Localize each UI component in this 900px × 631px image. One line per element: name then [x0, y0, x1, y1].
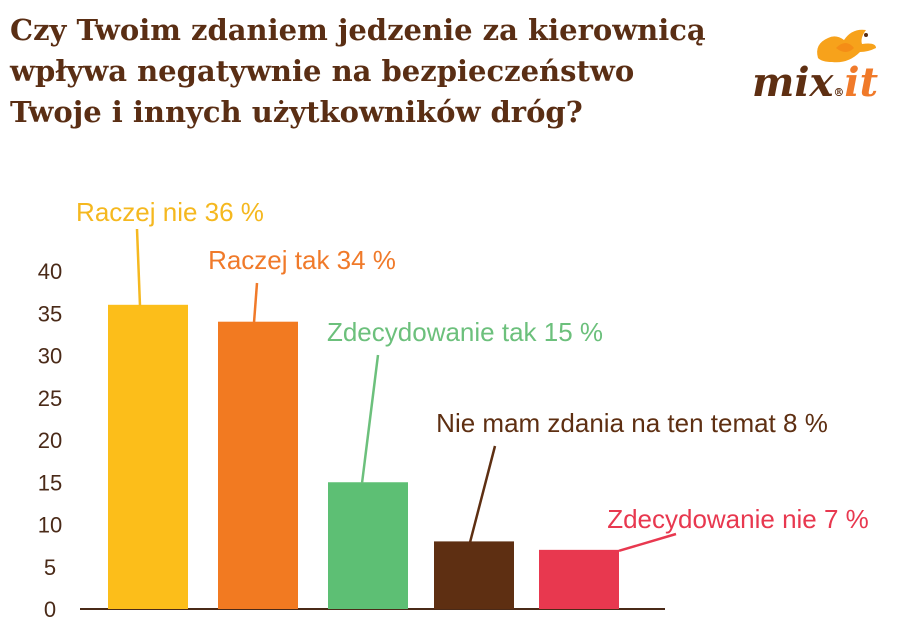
- svg-text:mix®it: mix®it: [752, 59, 879, 106]
- data-label-4: Nie mam zdania na ten temat 8 %: [436, 408, 828, 438]
- title-line-1: Czy Twoim zdaniem jedzenie za kierownicą: [10, 13, 706, 47]
- bar-2: [218, 321, 298, 609]
- leader-line-5: [618, 532, 677, 553]
- bar-1: [108, 304, 188, 609]
- leader-line-2: [252, 282, 259, 323]
- data-label-5: Zdecydowanie nie 7 %: [607, 504, 869, 534]
- logo-registered: ®: [833, 86, 844, 99]
- logo-text-accent: it: [844, 59, 878, 106]
- bar-4: [434, 541, 514, 609]
- mixit-logo: mix®it: [752, 29, 879, 106]
- data-label-3: Zdecydowanie tak 15 %: [327, 317, 603, 347]
- data-label-2: Raczej tak 34 %: [208, 245, 396, 275]
- y-tick-label: 30: [38, 344, 62, 369]
- title-line-2: wpływa negatywnie na bezpieczeństwo: [10, 54, 635, 88]
- y-tick-label: 10: [38, 513, 62, 538]
- data-label-1: Raczej nie 36 %: [76, 197, 264, 227]
- title-line-3: Twoje i innych użytkowników dróg?: [10, 95, 583, 129]
- y-tick-label: 15: [38, 470, 62, 495]
- bar-5: [539, 549, 619, 609]
- y-tick-label: 20: [38, 428, 62, 453]
- logo-text-main: mix: [752, 59, 835, 106]
- leader-line-1: [135, 228, 142, 306]
- chart-title: Czy Twoim zdaniem jedzenie za kierownicą…: [10, 10, 750, 133]
- y-tick-label: 25: [38, 386, 62, 411]
- leader-line-3: [360, 354, 380, 484]
- leader-line-4: [468, 445, 497, 543]
- y-tick-label: 0: [44, 597, 56, 622]
- y-tick-label: 35: [38, 301, 62, 326]
- bar-3: [328, 482, 408, 609]
- y-tick-label: 40: [38, 259, 62, 284]
- y-tick-label: 5: [44, 555, 56, 580]
- bird-icon: [817, 29, 876, 63]
